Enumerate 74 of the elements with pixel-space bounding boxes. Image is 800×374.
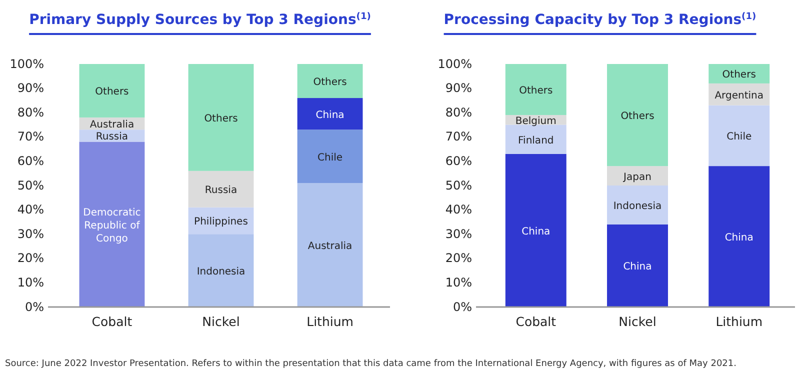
- y-tick-label: 50%: [17, 178, 44, 192]
- bar: [505, 64, 566, 116]
- y-tick-label: 40%: [445, 202, 472, 217]
- data-label: Indonesia: [613, 200, 662, 212]
- data-label: Australia: [308, 241, 352, 252]
- bar: [79, 64, 145, 118]
- y-tick-label: 0%: [24, 300, 44, 314]
- data-label: Others: [313, 77, 347, 88]
- data-label: Others: [95, 86, 129, 98]
- y-tick-label: 90%: [445, 81, 472, 96]
- data-label: Finland: [518, 135, 554, 146]
- data-label: China: [724, 232, 754, 244]
- data-label: China: [522, 226, 550, 238]
- y-tick-label: 50%: [445, 178, 472, 192]
- y-tick-label: 20%: [445, 251, 472, 266]
- data-label: Japan: [622, 172, 652, 183]
- bar: [297, 183, 363, 307]
- chart-title: Processing Capacity by Top 3 Regions$^{(1)}$: [444, 12, 756, 28]
- data-label: Indonesia: [196, 266, 246, 278]
- data-label: Philippines: [194, 216, 248, 228]
- data-label: Australia: [90, 120, 134, 131]
- bar: [297, 64, 363, 98]
- x-tick-label: Nickel: [202, 314, 240, 329]
- y-tick-label: 0%: [452, 300, 472, 314]
- data-label: China: [316, 110, 344, 121]
- source-note: Source: June 2022 Investor Presentation. Refers to within the presentation that this data came from the International Energy Agency, with figures as of May 2021.: [5, 359, 736, 369]
- y-tick-label: 20%: [17, 251, 44, 266]
- bar: [188, 170, 254, 208]
- y-tick-label: 30%: [17, 226, 44, 241]
- data-label: Others: [204, 113, 238, 124]
- data-label: Russia: [96, 132, 128, 143]
- bar: [505, 154, 566, 307]
- data-label: Belgium: [515, 116, 556, 127]
- bar: [708, 64, 770, 84]
- y-tick-label: 40%: [17, 202, 44, 217]
- bar: [188, 64, 254, 171]
- x-tick-label: Cobalt: [92, 314, 132, 329]
- y-tick-label: 10%: [445, 276, 472, 290]
- data-label: Others: [519, 86, 553, 97]
- data-label: Argentina: [714, 90, 764, 102]
- bar: [505, 124, 566, 154]
- y-tick-label: 70%: [17, 130, 44, 144]
- data-label: Others: [620, 111, 654, 122]
- bar: [297, 130, 363, 184]
- y-tick-label: 90%: [17, 81, 44, 96]
- y-tick-label: 70%: [445, 130, 472, 144]
- bar: [79, 142, 145, 307]
- chart-title: Primary Supply Sources by Top 3 Regions$^{(1)}$: [29, 12, 371, 28]
- data-label: Chile: [318, 152, 343, 164]
- y-tick-label: 30%: [445, 226, 472, 241]
- bar: [188, 234, 254, 307]
- y-tick-label: 100%: [438, 56, 472, 71]
- data-label: Others: [722, 70, 756, 81]
- y-tick-label: 10%: [17, 276, 44, 290]
- x-tick-label: Nickel: [618, 314, 656, 329]
- bar: [607, 224, 668, 307]
- bar: [297, 98, 363, 130]
- bar: [607, 186, 668, 224]
- y-tick-label: 100%: [10, 56, 44, 71]
- data-label: Chile: [726, 132, 752, 143]
- x-tick-label: Lithium: [306, 314, 354, 329]
- bar: [607, 166, 668, 186]
- bar: [708, 105, 770, 166]
- data-label: Democratic Republic of Congo: [83, 207, 141, 244]
- x-tick-label: Lithium: [716, 314, 763, 329]
- y-tick-label: 60%: [445, 154, 472, 168]
- x-tick-label: Cobalt: [516, 314, 556, 329]
- data-label: Russia: [204, 185, 238, 196]
- y-tick-label: 60%: [17, 154, 44, 168]
- bar: [708, 166, 770, 307]
- y-tick-label: 80%: [445, 105, 472, 120]
- data-label: China: [623, 262, 652, 273]
- y-tick-label: 80%: [17, 105, 44, 120]
- bar: [607, 64, 668, 166]
